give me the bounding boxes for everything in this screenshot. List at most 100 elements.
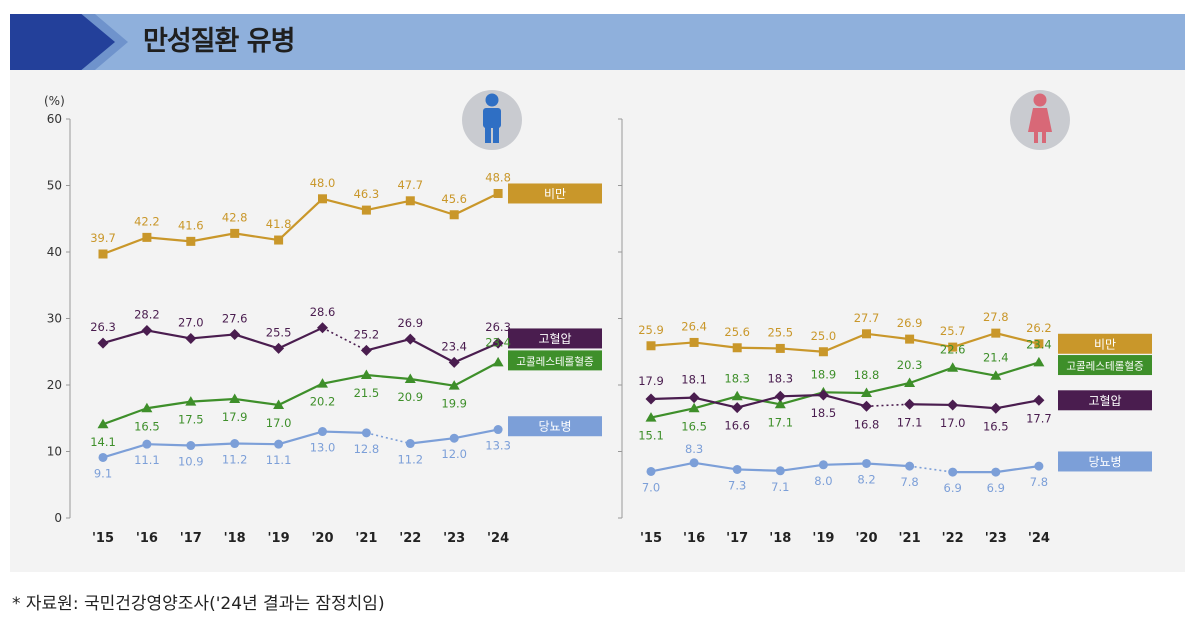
data-label: 27.6 <box>222 311 248 325</box>
data-label: 16.6 <box>724 419 750 433</box>
series-line-segment <box>146 329 191 340</box>
data-point <box>688 392 700 404</box>
data-label: 41.8 <box>266 217 292 231</box>
data-point <box>185 396 197 406</box>
data-point <box>774 398 786 409</box>
legend-tag-label: 고콜레스테롤혈증 <box>1066 360 1144 373</box>
series-line-segment <box>409 338 455 364</box>
data-label: 7.8 <box>1030 475 1048 489</box>
data-point <box>904 398 916 410</box>
data-point <box>905 461 915 471</box>
data-point <box>689 458 699 468</box>
series-line-segment <box>409 199 455 216</box>
data-label: 27.8 <box>983 310 1009 324</box>
series-line-segment <box>146 443 191 447</box>
series-line-segment <box>952 332 997 349</box>
data-label: 18.5 <box>811 406 837 420</box>
legend-tag-box <box>508 183 602 204</box>
series-line-segment <box>952 366 997 377</box>
data-label: 6.9 <box>944 481 962 495</box>
series-line-segment <box>234 333 279 350</box>
data-point <box>646 341 656 351</box>
legend-tag-label: 비만 <box>1094 337 1116 351</box>
data-point <box>818 460 828 470</box>
series-line-segment <box>453 342 499 364</box>
data-label: 7.0 <box>642 480 660 494</box>
data-label: 23.4 <box>441 339 467 353</box>
data-label: 21.5 <box>354 386 380 400</box>
data-point <box>1033 356 1045 367</box>
data-point <box>904 377 916 388</box>
female-person-icon <box>1010 90 1070 150</box>
series-line-segment <box>102 407 148 426</box>
x-tick-label: '19 <box>268 531 290 546</box>
data-point <box>492 337 504 349</box>
data-label: 7.1 <box>771 480 789 494</box>
data-label: 16.5 <box>681 419 707 433</box>
data-point <box>818 347 828 357</box>
data-point <box>948 342 958 352</box>
y-tick-label: 60 <box>47 112 62 126</box>
chart-title: 만성질환 유병 <box>143 26 295 57</box>
data-point <box>862 458 871 468</box>
data-label: 25.7 <box>940 324 966 338</box>
series-line-segment <box>102 329 148 345</box>
data-point <box>185 332 197 344</box>
data-label: 25.5 <box>767 325 793 339</box>
data-point <box>273 342 285 354</box>
series-line-segment <box>366 199 411 212</box>
data-point <box>646 466 656 476</box>
data-point <box>862 329 871 339</box>
series-line-segment <box>190 397 235 403</box>
series-line-segment <box>453 428 499 440</box>
data-label: 42.8 <box>222 210 248 224</box>
data-point <box>732 343 742 353</box>
series-line-segment <box>909 403 953 407</box>
x-tick-label: '22 <box>942 531 964 546</box>
data-label: 19.9 <box>441 397 467 411</box>
series-line-segment <box>453 192 499 216</box>
data-label: 15.1 <box>638 429 664 443</box>
data-label: 20.2 <box>310 395 336 409</box>
series-line-segment <box>866 462 910 468</box>
data-point <box>645 393 657 405</box>
data-point <box>141 324 153 336</box>
data-label: 16.5 <box>134 419 160 433</box>
x-tick-label: '20 <box>311 531 333 546</box>
data-point <box>360 369 372 380</box>
data-label: 12.8 <box>354 442 380 456</box>
data-point <box>142 232 152 242</box>
data-label: 11.2 <box>397 453 423 467</box>
data-point <box>360 344 372 356</box>
x-tick-label: '21 <box>899 531 921 546</box>
x-tick-label: '17 <box>180 531 202 546</box>
data-label: 11.1 <box>134 453 160 467</box>
data-point <box>947 399 959 411</box>
legend-tag-box <box>1058 333 1152 354</box>
data-label: 18.3 <box>724 371 750 385</box>
legend-tag-obesity: 비만 <box>1058 333 1152 354</box>
series-line-segment <box>650 396 695 401</box>
data-point <box>142 439 152 449</box>
data-point <box>405 439 415 449</box>
data-point <box>1034 339 1044 349</box>
data-label: 18.3 <box>767 371 793 385</box>
data-label: 41.6 <box>178 218 204 232</box>
data-point <box>448 356 460 368</box>
data-point <box>775 466 785 476</box>
icon-leg <box>1034 131 1038 143</box>
data-label: 28.6 <box>310 305 336 319</box>
data-label: 25.2 <box>354 327 380 341</box>
series-diabetes: 9.1 11.1 10.9 11.2 11.1 13.0 12.8 11.2 12.0 13.3 <box>94 425 511 480</box>
icon-leg <box>485 126 491 143</box>
icon-head <box>1033 93 1047 107</box>
data-point <box>449 210 459 220</box>
legend-tag-hypercholesterolemia: 고콜레스테롤혈증 <box>1058 355 1152 376</box>
data-point <box>97 418 109 429</box>
x-tick-label: '24 <box>487 531 509 546</box>
data-point <box>947 362 959 372</box>
x-tick-label: '21 <box>355 531 377 546</box>
source-note: * 자료원: 국민건강영양조사('24년 결과는 잠정치임) <box>12 594 385 614</box>
data-label: 6.9 <box>987 481 1005 495</box>
x-tick-label: '17 <box>726 531 748 546</box>
